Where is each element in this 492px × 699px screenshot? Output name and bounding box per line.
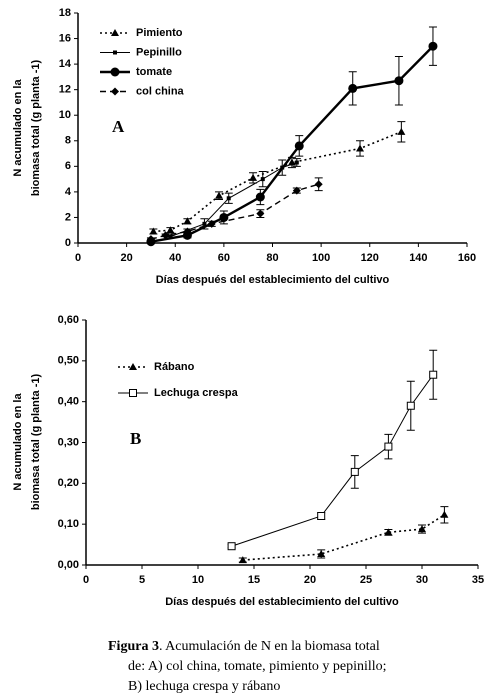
marker bbox=[168, 234, 173, 239]
y-tick-label: 0,50 bbox=[58, 355, 79, 367]
legend-label: Pimiento bbox=[136, 27, 183, 39]
x-tick-label: 100 bbox=[312, 252, 330, 264]
marker bbox=[202, 221, 207, 226]
marker bbox=[260, 177, 265, 182]
marker bbox=[161, 231, 170, 240]
y-tick-label: 0,20 bbox=[58, 477, 79, 489]
legend-marker bbox=[129, 389, 137, 397]
y-tick-label: 0,30 bbox=[58, 436, 79, 448]
marker bbox=[256, 209, 265, 218]
y-axis-label: biomasa total (g planta -1) bbox=[30, 60, 42, 197]
marker bbox=[294, 160, 299, 165]
x-tick-label: 0 bbox=[75, 252, 81, 264]
marker bbox=[183, 227, 192, 236]
series-line bbox=[153, 131, 402, 233]
series-line bbox=[231, 374, 434, 547]
caption-line: de: A) col china, tomate, pimiento y pep… bbox=[128, 659, 387, 674]
legend-label: Lechuga crespa bbox=[154, 387, 239, 399]
panel-label: B bbox=[130, 429, 141, 448]
y-tick-label: 10 bbox=[59, 109, 71, 121]
legend-label: Rábano bbox=[154, 361, 195, 373]
x-tick-label: 30 bbox=[416, 574, 428, 586]
y-tick-label: 18 bbox=[59, 7, 71, 19]
marker bbox=[294, 141, 304, 151]
y-tick-label: 0,40 bbox=[58, 396, 79, 408]
x-tick-label: 20 bbox=[304, 574, 316, 586]
y-tick-label: 0,10 bbox=[58, 518, 79, 530]
x-tick-label: 25 bbox=[360, 574, 372, 586]
legend-label: col china bbox=[136, 85, 185, 97]
series-line bbox=[150, 45, 434, 243]
x-tick-label: 60 bbox=[218, 252, 230, 264]
x-tick-label: 40 bbox=[169, 252, 181, 264]
marker bbox=[384, 442, 393, 451]
marker bbox=[406, 401, 415, 410]
y-tick-label: 0 bbox=[65, 237, 71, 249]
marker bbox=[292, 186, 301, 195]
x-axis-label: Días después del establecimiento del cul… bbox=[165, 596, 399, 608]
y-axis-label: N acumulado en la bbox=[12, 393, 24, 491]
marker bbox=[348, 83, 358, 93]
marker bbox=[394, 76, 404, 86]
y-axis-label: N acumulado en la bbox=[12, 79, 24, 177]
caption-line: . Acumulación de N en la biomasa total bbox=[159, 639, 380, 654]
x-tick-label: 10 bbox=[192, 574, 204, 586]
x-tick-label: 20 bbox=[121, 252, 133, 264]
marker bbox=[215, 191, 224, 199]
x-tick-label: 160 bbox=[458, 252, 476, 264]
caption-line: B) lechuga crespa y rábano bbox=[128, 679, 280, 694]
y-tick-label: 16 bbox=[59, 32, 71, 44]
marker bbox=[429, 370, 438, 379]
marker bbox=[207, 219, 216, 228]
y-tick-label: 0,00 bbox=[58, 559, 79, 571]
marker bbox=[314, 180, 323, 189]
marker bbox=[219, 212, 229, 222]
marker bbox=[238, 556, 247, 564]
y-tick-label: 6 bbox=[65, 160, 71, 172]
x-tick-label: 15 bbox=[248, 574, 260, 586]
marker bbox=[418, 525, 426, 533]
panel-label: A bbox=[112, 117, 125, 136]
legend-marker bbox=[111, 29, 119, 36]
legend-marker bbox=[113, 50, 117, 55]
marker bbox=[428, 41, 438, 51]
legend-marker bbox=[129, 363, 137, 370]
x-tick-label: 80 bbox=[266, 252, 278, 264]
marker bbox=[149, 227, 158, 235]
x-tick-label: 120 bbox=[361, 252, 379, 264]
marker bbox=[317, 549, 326, 557]
y-tick-label: 4 bbox=[65, 186, 72, 198]
marker bbox=[384, 528, 393, 536]
marker bbox=[350, 467, 359, 476]
marker bbox=[166, 226, 175, 234]
x-axis-label: Días después del establecimiento del cul… bbox=[156, 274, 390, 286]
x-tick-label: 5 bbox=[139, 574, 145, 586]
legend-label: Pepinillo bbox=[136, 46, 182, 58]
legend-label: tomate bbox=[136, 66, 172, 78]
legend-marker bbox=[110, 67, 120, 77]
marker bbox=[255, 192, 265, 202]
x-tick-label: 140 bbox=[409, 252, 427, 264]
marker bbox=[317, 512, 326, 520]
marker bbox=[397, 127, 406, 135]
marker bbox=[226, 196, 231, 201]
legend-marker bbox=[111, 87, 119, 96]
y-axis-label: biomasa total (g planta -1) bbox=[30, 374, 42, 511]
caption-label: Figura 3 bbox=[108, 639, 159, 654]
marker bbox=[146, 235, 155, 244]
y-tick-label: 14 bbox=[59, 58, 72, 70]
marker bbox=[249, 173, 258, 181]
y-tick-label: 2 bbox=[65, 211, 71, 223]
x-tick-label: 35 bbox=[472, 574, 484, 586]
series-line bbox=[242, 514, 445, 561]
marker bbox=[227, 542, 236, 551]
y-tick-label: 0,60 bbox=[58, 314, 79, 326]
y-tick-label: 12 bbox=[59, 84, 71, 96]
marker bbox=[356, 144, 365, 152]
x-tick-label: 0 bbox=[83, 574, 89, 586]
y-tick-label: 8 bbox=[65, 135, 71, 147]
marker bbox=[440, 510, 449, 518]
marker bbox=[183, 217, 192, 225]
